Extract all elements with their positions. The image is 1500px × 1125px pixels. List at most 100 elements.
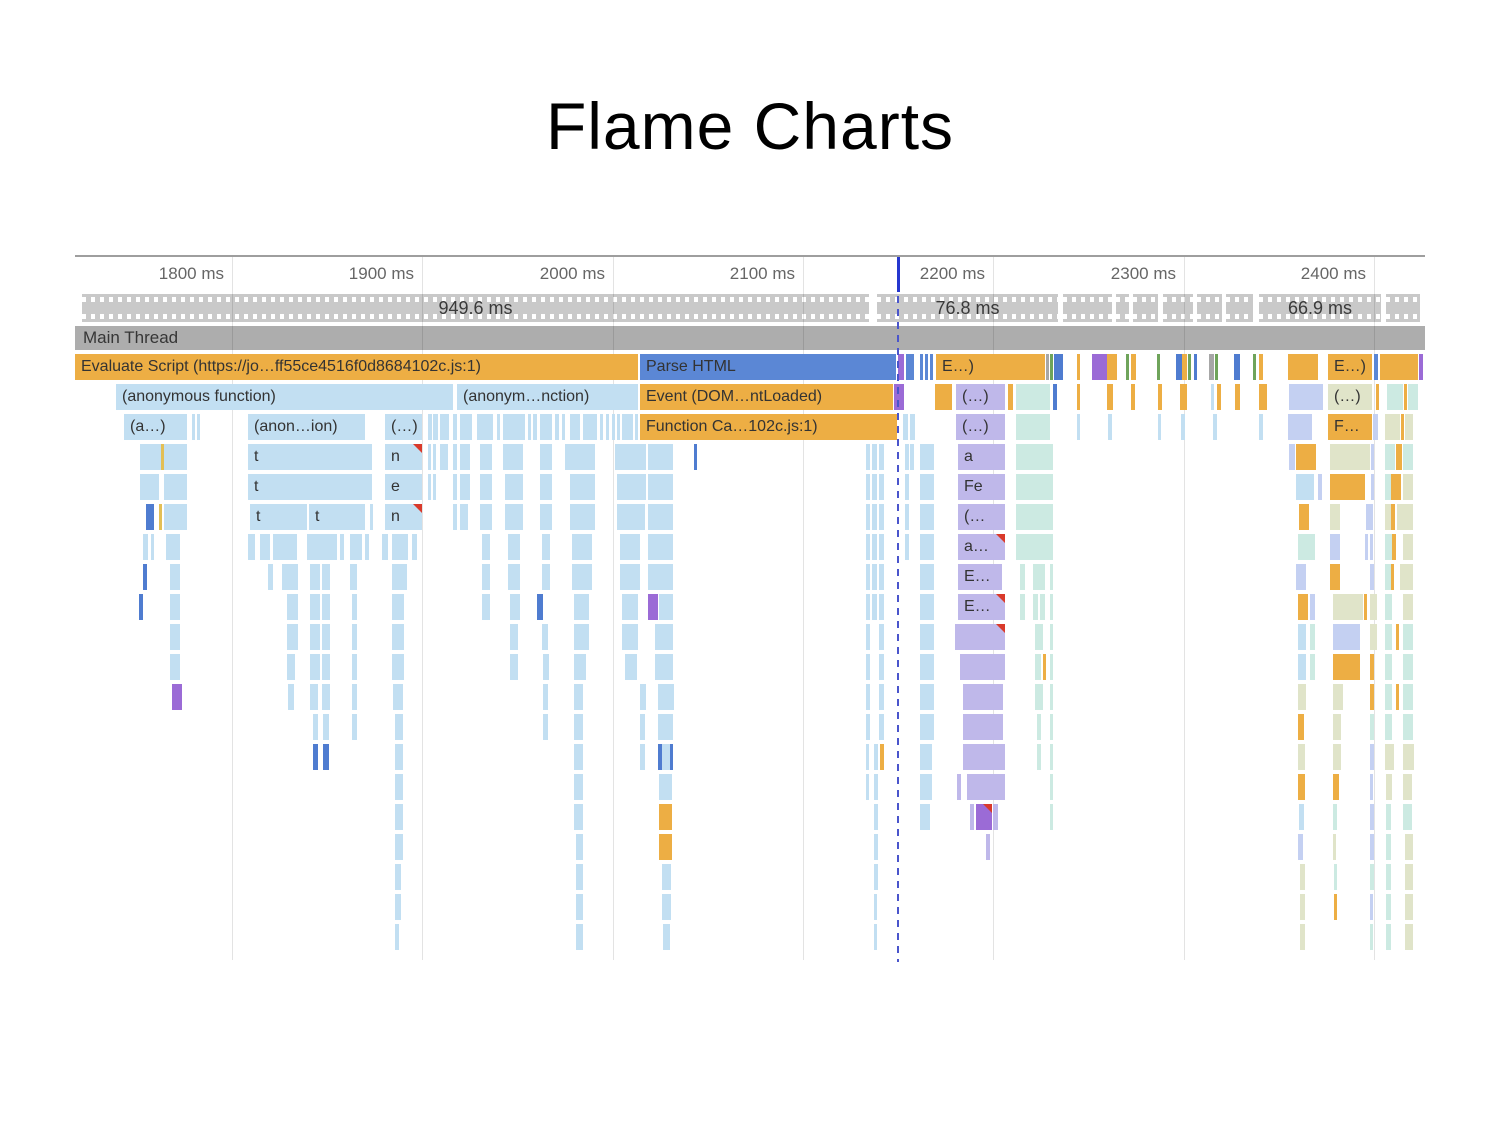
flame-bar[interactable]: (…) <box>956 384 1005 410</box>
flame-bar[interactable] <box>146 504 154 530</box>
flame-bar[interactable] <box>428 474 431 500</box>
flame-bar[interactable] <box>1333 714 1341 740</box>
flame-bar[interactable] <box>1364 594 1367 620</box>
flame-bar[interactable] <box>1365 534 1368 560</box>
flame-bar[interactable] <box>1396 624 1399 650</box>
flame-bar[interactable] <box>1020 564 1025 590</box>
flame-bar[interactable] <box>872 474 877 500</box>
flame-bar[interactable] <box>395 774 403 800</box>
flame-bar[interactable] <box>1333 804 1337 830</box>
flame-bar[interactable] <box>460 414 472 440</box>
flame-bar[interactable]: t <box>248 474 372 500</box>
flame-bar[interactable] <box>453 444 457 470</box>
flame-bar[interactable] <box>1126 354 1129 380</box>
flame-bar[interactable] <box>910 444 914 470</box>
flame-bar[interactable] <box>905 534 909 560</box>
flame-bar[interactable] <box>440 444 448 470</box>
flame-bar[interactable] <box>528 414 531 440</box>
flame-bar[interactable] <box>920 684 934 710</box>
flame-bar[interactable] <box>533 414 537 440</box>
flame-bar[interactable] <box>622 414 633 440</box>
flame-bar[interactable] <box>1298 744 1305 770</box>
flame-bar[interactable] <box>537 594 543 620</box>
flame-bar[interactable]: F… <box>1328 414 1372 440</box>
flame-bar[interactable] <box>1035 624 1043 650</box>
flame-bar[interactable]: Parse HTML <box>640 354 896 380</box>
flame-bar[interactable] <box>620 564 640 590</box>
flame-bar[interactable] <box>1403 594 1413 620</box>
flame-bar[interactable] <box>287 594 298 620</box>
flame-bar[interactable] <box>1405 414 1413 440</box>
flame-bar[interactable]: Event (DOM…ntLoaded) <box>640 384 893 410</box>
flame-bar[interactable] <box>955 624 1005 650</box>
flame-bar[interactable] <box>1131 384 1135 410</box>
flame-bar[interactable]: a <box>958 444 1005 470</box>
flame-bar[interactable] <box>1209 354 1214 380</box>
flame-bar[interactable] <box>287 624 298 650</box>
main-thread-header[interactable]: Main Thread <box>75 326 1425 350</box>
flame-bar[interactable] <box>574 744 583 770</box>
flame-bar[interactable]: e <box>385 474 422 500</box>
flame-bar[interactable] <box>508 534 520 560</box>
flame-bar[interactable] <box>872 534 877 560</box>
flame-bar[interactable] <box>1310 624 1315 650</box>
flame-bar[interactable] <box>1333 654 1360 680</box>
flame-bar[interactable] <box>460 474 470 500</box>
flame-bar[interactable] <box>1376 384 1379 410</box>
flame-bar[interactable]: E…) <box>936 354 1045 380</box>
flame-bar[interactable] <box>1211 384 1214 410</box>
flame-bar[interactable] <box>659 774 672 800</box>
flame-bar[interactable]: (anonym…nction) <box>457 384 638 410</box>
flame-bar[interactable]: (…) <box>385 414 422 440</box>
flame-bar[interactable] <box>1404 384 1407 410</box>
flame-bar[interactable] <box>920 624 934 650</box>
flame-bar[interactable] <box>648 444 673 470</box>
flame-bar[interactable] <box>662 744 670 770</box>
flame-bar[interactable] <box>480 504 492 530</box>
flame-bar[interactable] <box>606 414 609 440</box>
flame-bar[interactable] <box>1370 534 1373 560</box>
flame-bar[interactable] <box>866 444 870 470</box>
flame-bar[interactable] <box>497 414 500 440</box>
flame-bar[interactable] <box>395 834 403 860</box>
flame-bar[interactable] <box>874 864 878 890</box>
flame-bar[interactable] <box>866 504 870 530</box>
flame-bar[interactable] <box>352 624 357 650</box>
flame-bar[interactable] <box>510 594 520 620</box>
flame-bar[interactable] <box>1401 414 1404 440</box>
flame-bar[interactable] <box>482 564 490 590</box>
flame-bar[interactable] <box>1380 354 1418 380</box>
flame-bar[interactable] <box>641 474 646 500</box>
flame-bar[interactable] <box>872 594 877 620</box>
flame-bar[interactable] <box>395 894 401 920</box>
flame-bar[interactable] <box>879 594 884 620</box>
flame-bar[interactable] <box>1385 414 1400 440</box>
flame-bar[interactable] <box>1050 624 1053 650</box>
flame-bar[interactable] <box>352 684 357 710</box>
filmstrip-frame[interactable] <box>1197 294 1222 322</box>
flame-bar[interactable] <box>395 714 403 740</box>
flame-bar[interactable] <box>1396 444 1402 470</box>
flame-bar[interactable]: (anonymous function) <box>116 384 453 410</box>
flame-bar[interactable] <box>322 624 330 650</box>
flame-bar[interactable] <box>574 714 583 740</box>
flame-bar[interactable] <box>393 684 403 710</box>
flame-bar[interactable] <box>663 924 670 950</box>
flame-bar[interactable] <box>879 714 884 740</box>
flame-bar[interactable] <box>1077 414 1080 440</box>
flame-bar[interactable]: t <box>250 504 307 530</box>
flame-bar[interactable] <box>655 624 673 650</box>
flame-bar[interactable] <box>1371 474 1374 500</box>
flame-bar[interactable] <box>574 774 583 800</box>
flame-bar[interactable] <box>428 414 432 440</box>
flame-bar[interactable] <box>1235 384 1240 410</box>
flame-bar[interactable] <box>1300 864 1305 890</box>
flame-bar[interactable] <box>323 744 329 770</box>
flame-bar[interactable] <box>370 504 373 530</box>
flame-bar[interactable] <box>574 594 589 620</box>
flame-bar[interactable] <box>433 474 436 500</box>
flame-bar[interactable] <box>1370 804 1374 830</box>
flame-bar[interactable] <box>1259 414 1263 440</box>
flame-bar[interactable] <box>1092 354 1107 380</box>
flame-bar[interactable] <box>273 534 297 560</box>
